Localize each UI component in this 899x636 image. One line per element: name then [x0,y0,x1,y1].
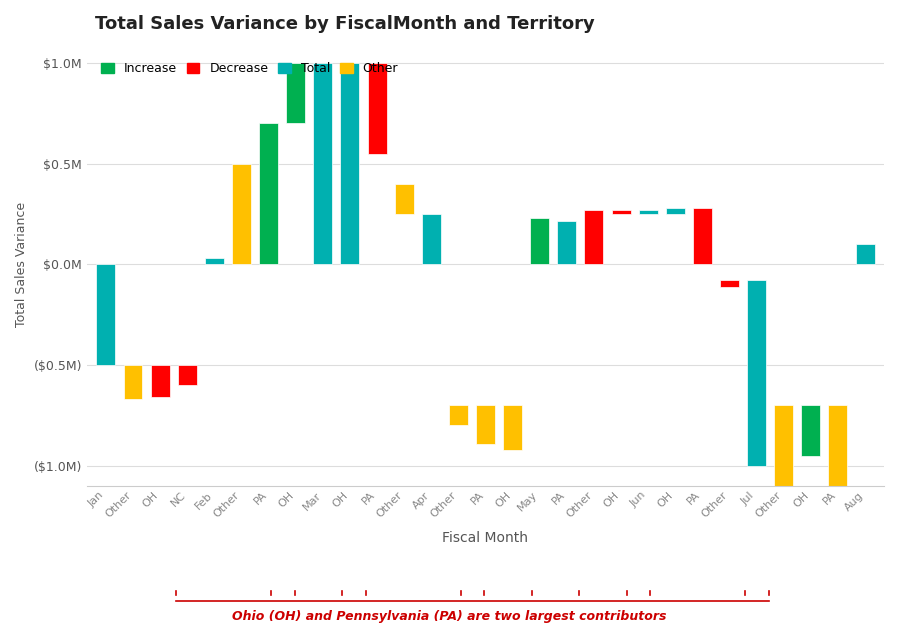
X-axis label: Fiscal Month: Fiscal Month [442,530,529,544]
Bar [422,214,441,265]
Bar [638,210,657,214]
Bar [503,405,522,450]
Bar [151,365,170,398]
Bar [611,210,630,214]
Bar [720,280,739,287]
Bar [232,163,251,265]
Bar [530,218,549,265]
Bar [774,405,793,486]
Bar [313,63,333,265]
Bar [828,405,848,526]
Bar [286,63,305,123]
Bar [368,63,387,154]
Bar [747,280,766,466]
Bar [666,208,685,214]
Bar [395,184,414,214]
Bar [259,123,278,265]
Bar [584,210,603,265]
Bar [96,265,115,365]
Bar [557,221,576,265]
Bar [476,405,495,443]
Text: Ohio (OH) and Pennsylvania (PA) are two largest contributors: Ohio (OH) and Pennsylvania (PA) are two … [232,611,667,623]
Bar [123,365,143,399]
Legend: Increase, Decrease, Total, Other: Increase, Decrease, Total, Other [101,62,398,76]
Y-axis label: Total Sales Variance: Total Sales Variance [15,202,28,327]
Bar [205,258,224,265]
Bar [693,208,712,265]
Bar [801,405,820,455]
Bar [341,63,360,265]
Bar [449,405,467,425]
Bar [856,244,875,265]
Text: Total Sales Variance by FiscalMonth and Territory: Total Sales Variance by FiscalMonth and … [95,15,594,33]
Bar [178,365,197,385]
